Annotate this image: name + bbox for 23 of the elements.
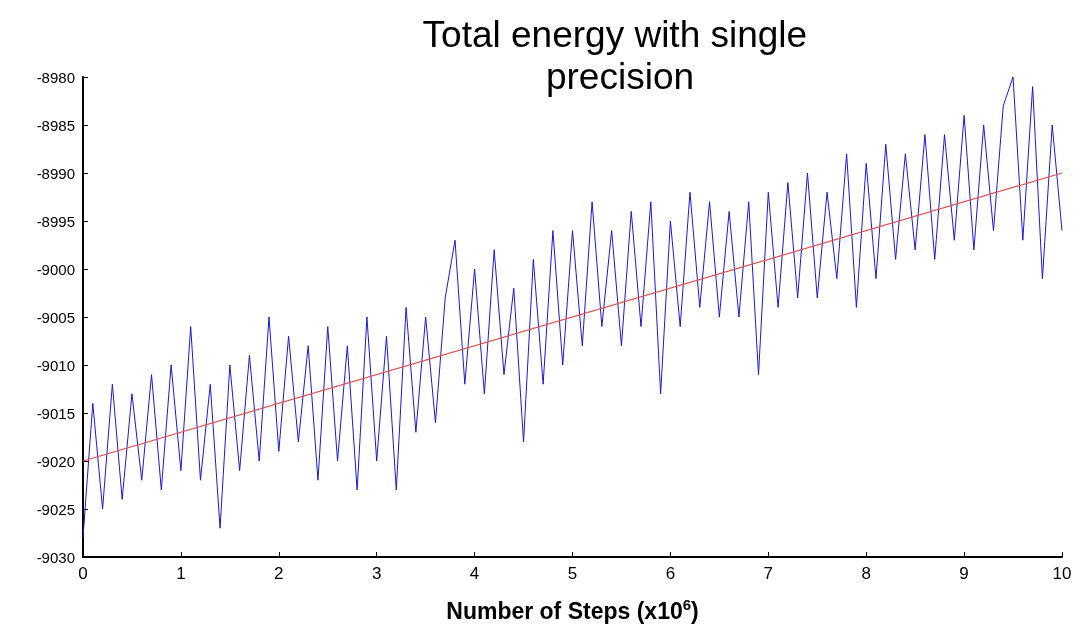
x-tick-label: 8 xyxy=(861,564,871,583)
y-tick-label: -9010 xyxy=(36,356,75,374)
x-tick-label: 9 xyxy=(959,564,969,583)
x-tick-label: 4 xyxy=(469,564,480,583)
y-tick-label: -8985 xyxy=(36,116,75,134)
y-tick-label: -9020 xyxy=(36,452,75,470)
x-tick-label: 10 xyxy=(1052,564,1072,583)
x-tick-label: 1 xyxy=(176,564,186,583)
chart-title: Total energy with single precision xyxy=(422,13,818,97)
y-tick-label: -9030 xyxy=(36,548,75,566)
x-tick-label: 5 xyxy=(567,564,578,583)
y-tick-label: -8995 xyxy=(36,212,75,230)
y-tick-label: -9025 xyxy=(36,500,75,518)
y-tick-label: -9015 xyxy=(36,404,75,422)
x-tick-label: 2 xyxy=(274,564,284,583)
x-tick-label: 7 xyxy=(763,564,774,583)
y-tick-label: -8980 xyxy=(36,68,75,86)
y-tick-label: -8990 xyxy=(36,164,75,182)
x-tick-label: 0 xyxy=(78,564,88,583)
y-tick-label: -9005 xyxy=(36,308,75,326)
y-tick-label: -9000 xyxy=(36,260,75,278)
x-tick-label: 6 xyxy=(665,564,676,583)
x-tick-label: 3 xyxy=(371,564,382,583)
